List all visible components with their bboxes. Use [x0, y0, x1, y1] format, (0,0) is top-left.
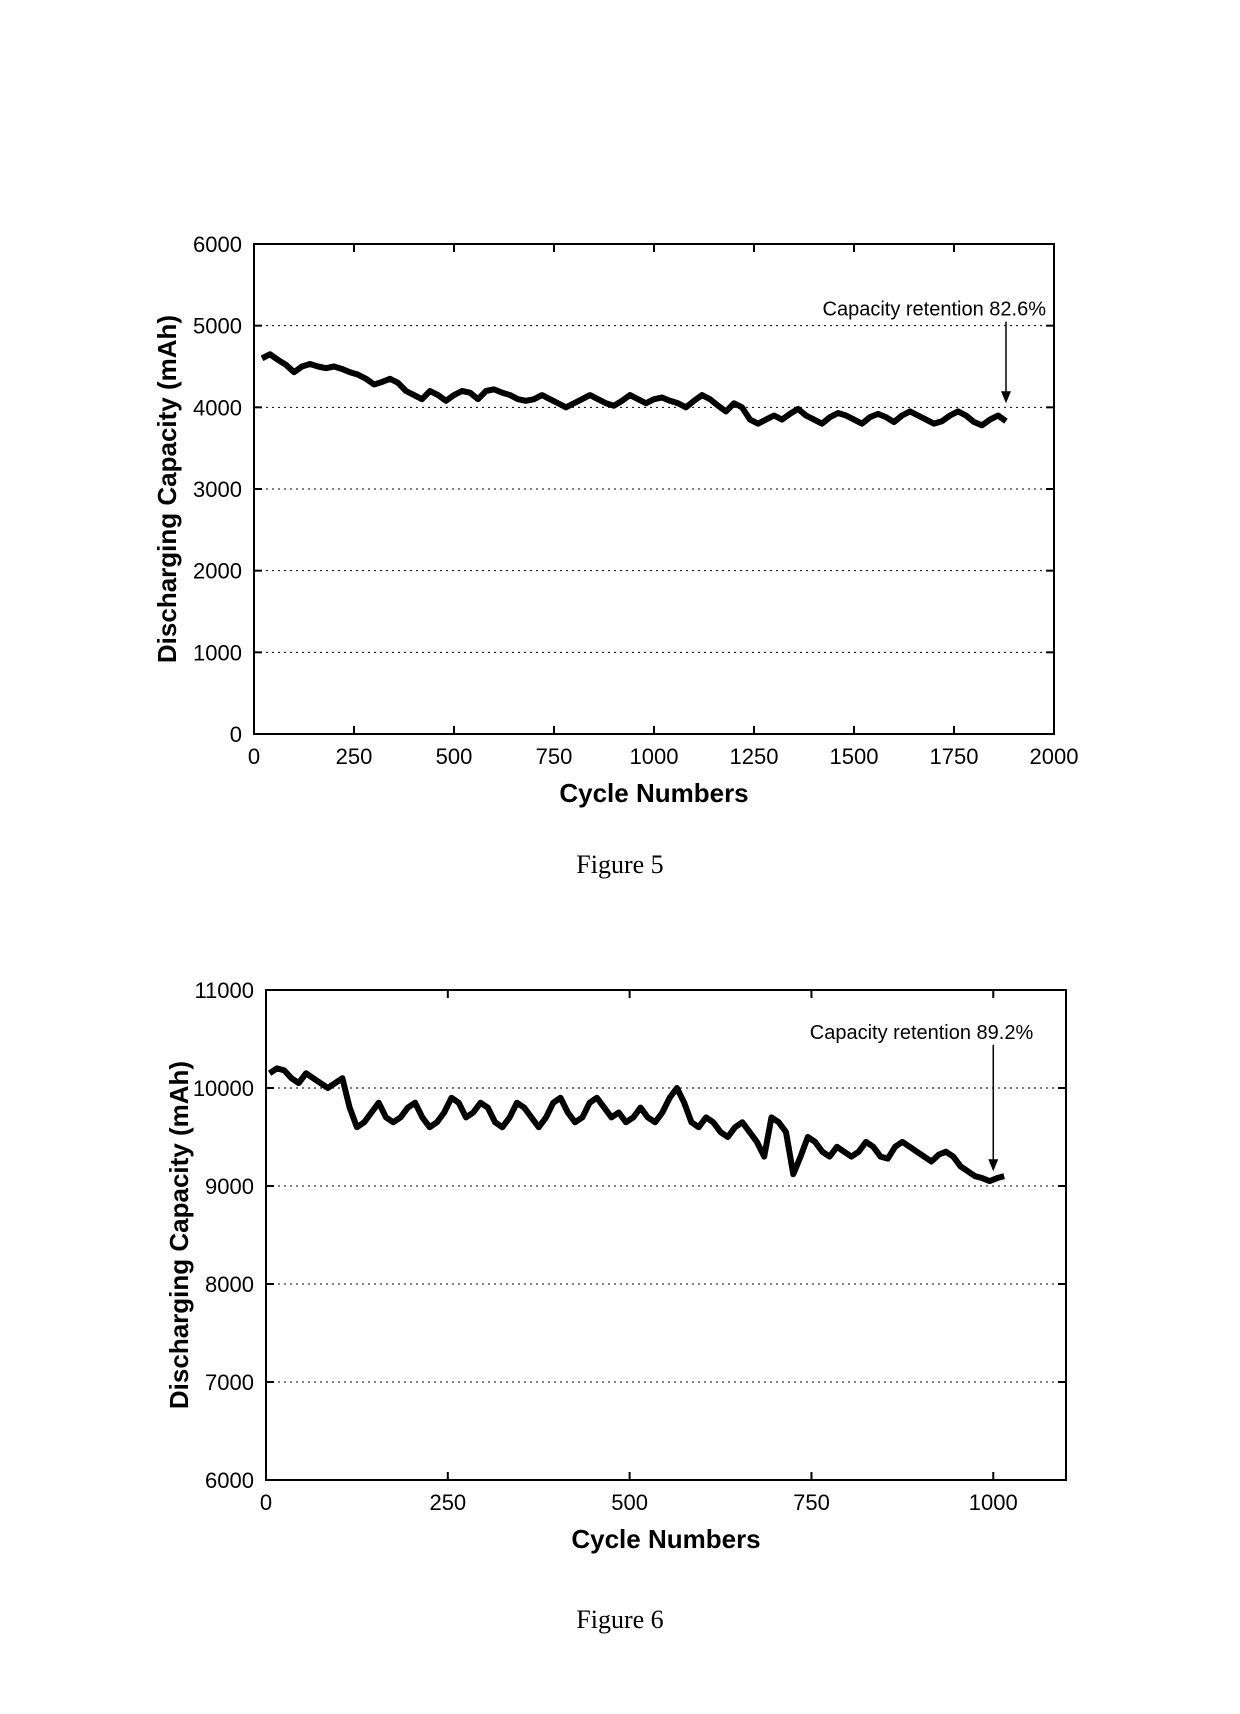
y-tick-label: 10000: [193, 1076, 254, 1101]
y-tick-label: 8000: [205, 1272, 254, 1297]
y-tick-label: 11000: [194, 978, 254, 1003]
chart-svg: 0 250 500 750 1000 6000 7000 8000 9000 10000 11000…: [0, 0, 1240, 1600]
x-tick-label: 500: [611, 1490, 648, 1515]
y-tick-label: 7000: [205, 1370, 254, 1395]
x-axis-label: Cycle Numbers: [571, 1524, 760, 1554]
x-tick-label: 1000: [969, 1490, 1018, 1515]
x-tick-label: 750: [793, 1490, 830, 1515]
y-tick-label: 6000: [205, 1468, 254, 1493]
annotation-text: Capacity retention 89.2%: [810, 1022, 1034, 1044]
y-tick-label: 9000: [205, 1174, 254, 1199]
x-tick-label: 0: [260, 1490, 272, 1515]
figure-caption: Figure 6: [0, 1605, 1240, 1635]
x-tick-label: 250: [429, 1490, 466, 1515]
y-axis-label: Discharging Capacity (mAh): [164, 1061, 194, 1409]
